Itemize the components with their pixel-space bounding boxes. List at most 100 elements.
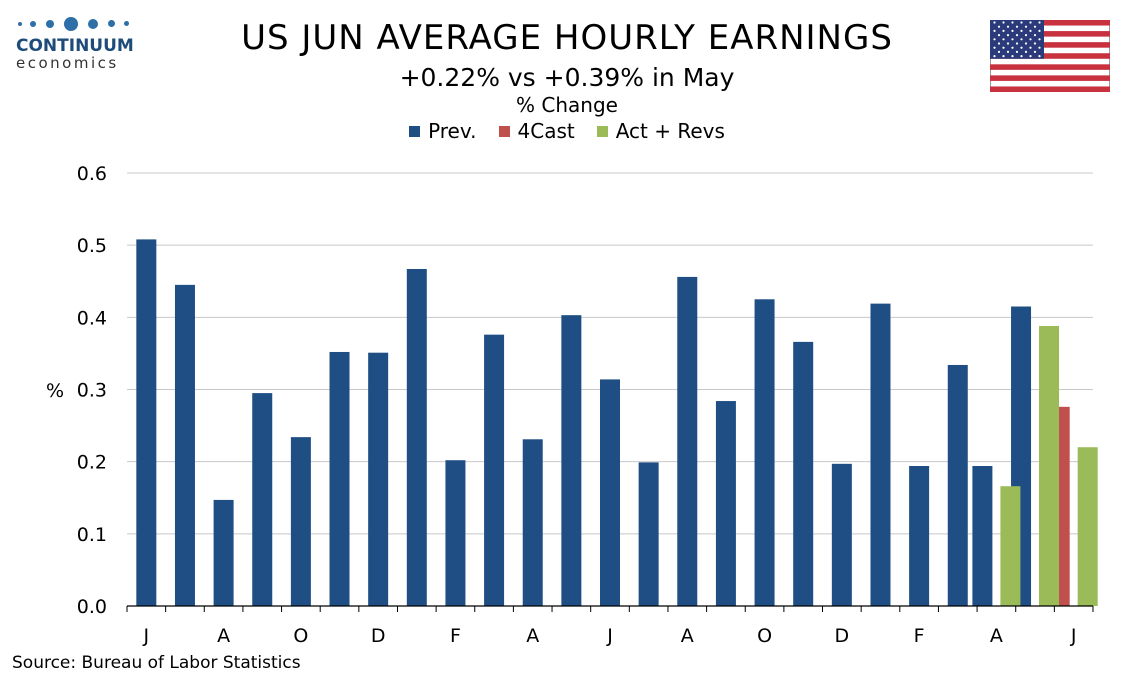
flag-star — [1024, 25, 1028, 28]
flag-star — [1029, 46, 1032, 49]
flag-star — [1011, 38, 1014, 41]
bar-prev — [406, 268, 427, 606]
flag-star — [1020, 55, 1023, 58]
chart-legend: Prev. 4Cast Act + Revs — [0, 119, 1134, 143]
legend-label-4cast: 4Cast — [517, 119, 575, 143]
flag-star — [1033, 50, 1037, 53]
flag-star — [1015, 25, 1019, 28]
legend-item-4cast: 4Cast — [498, 119, 575, 143]
x-tick-label: D — [835, 625, 850, 647]
flag-star — [1033, 34, 1037, 37]
bar-prev — [831, 463, 852, 606]
bar-act-revs — [1000, 486, 1021, 606]
legend-swatch-act-revs — [596, 125, 608, 137]
flag-star — [1038, 29, 1041, 32]
y-tick-label: 0.4 — [77, 307, 107, 329]
flag-star — [1024, 50, 1028, 53]
legend-item-act-revs: Act + Revs — [596, 119, 725, 143]
us-flag-icon — [990, 20, 1110, 92]
flag-star — [1038, 55, 1041, 58]
bar-prev — [909, 465, 930, 606]
bar-prev — [290, 437, 311, 606]
y-tick-label: 0.2 — [77, 452, 107, 474]
y-axis-label: % — [46, 380, 64, 402]
x-tick-label: F — [450, 625, 461, 647]
flag-star — [1033, 42, 1037, 45]
x-tick-label: F — [914, 625, 925, 647]
flag-star — [993, 21, 996, 24]
logo-name: CONTINUUM — [16, 36, 134, 56]
flag-star — [1011, 55, 1014, 58]
x-tick-label: J — [143, 625, 150, 647]
logo-dot — [46, 20, 54, 28]
legend-item-prev: Prev. — [409, 119, 477, 143]
x-tick-label: J — [1070, 625, 1077, 647]
logo-dot — [108, 20, 115, 27]
bar-act-revs — [1039, 325, 1060, 606]
bar-prev — [600, 379, 620, 606]
flag-star — [1024, 42, 1028, 45]
legend-label-act-revs: Act + Revs — [615, 119, 725, 143]
y-tick-label: 0.6 — [77, 163, 107, 185]
flag-star — [1024, 34, 1028, 37]
bar-prev — [638, 462, 659, 606]
flag-star — [1006, 25, 1010, 28]
bar-prev — [972, 465, 993, 606]
flag-star — [1029, 21, 1032, 24]
x-tick-label: J — [606, 625, 613, 647]
flag-star — [1002, 38, 1005, 41]
flag-star — [993, 38, 996, 41]
flag-star — [1015, 42, 1019, 45]
bar-prev — [213, 499, 234, 606]
flag-star — [997, 42, 1001, 45]
chart-subtitle: +0.22% vs +0.39% in May — [399, 63, 735, 92]
flag-star — [1006, 50, 1010, 53]
x-tick-label: A — [217, 625, 230, 647]
continuum-logo: CONTINUUM economics — [16, 16, 136, 72]
flag-star — [1002, 55, 1005, 58]
bar-prev — [252, 393, 273, 606]
flag-star — [993, 55, 996, 58]
bar-prev — [793, 341, 814, 606]
bar-prev — [329, 351, 350, 606]
flag-star — [1006, 34, 1010, 37]
flag-star — [1015, 50, 1019, 53]
x-tick-label: O — [293, 625, 308, 647]
x-tick-label: A — [990, 625, 1003, 647]
flag-star — [1020, 46, 1023, 49]
flag-star — [1038, 46, 1041, 49]
bar-prev — [522, 439, 543, 606]
y-tick-label: 0.3 — [77, 380, 107, 402]
bar-prev — [677, 276, 698, 606]
x-tick-label: A — [681, 625, 694, 647]
y-tick-label: 0.1 — [77, 524, 107, 546]
legend-swatch-4cast — [498, 125, 510, 137]
flag-star — [1011, 21, 1014, 24]
flag-star — [1033, 25, 1037, 28]
flag-star — [1002, 29, 1005, 32]
bar-prev — [136, 239, 157, 607]
logo-dot — [124, 21, 129, 26]
bar-prev — [561, 315, 582, 606]
flag-star — [1029, 38, 1032, 41]
flag-star — [1020, 29, 1023, 32]
flag-star — [1006, 42, 1010, 45]
flag-star — [1002, 21, 1005, 24]
flag-star — [1029, 55, 1032, 58]
flag-star — [1020, 21, 1023, 24]
flag-star — [993, 46, 996, 49]
legend-swatch-prev — [409, 125, 421, 137]
flag-star — [1038, 21, 1041, 24]
flag-star — [1020, 38, 1023, 41]
logo-subtitle: economics — [16, 54, 119, 72]
logo-dot — [30, 21, 36, 27]
chart-title: US JUN AVERAGE HOURLY EARNINGS — [241, 18, 893, 58]
flag-star — [997, 50, 1001, 53]
bar-prev — [947, 364, 968, 606]
flag-star — [1002, 46, 1005, 49]
bar-prev — [484, 334, 505, 606]
flag-star — [1038, 38, 1041, 41]
y-tick-label: 0.5 — [77, 235, 107, 257]
bar-prev — [870, 303, 891, 606]
